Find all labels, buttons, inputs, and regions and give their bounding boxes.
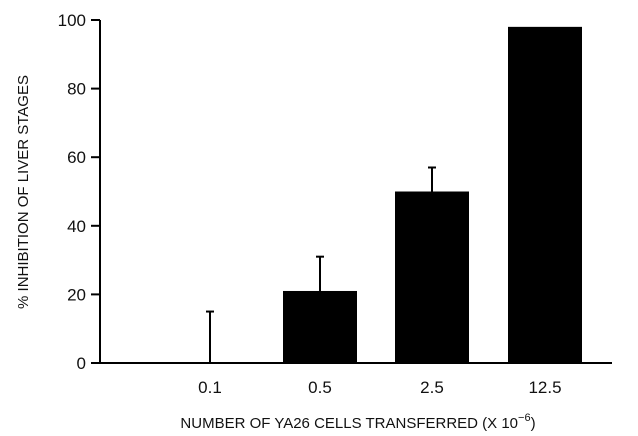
x-axis-title-close: ) [531,415,536,432]
bar-0.5 [283,290,357,363]
x-tick-label: 0.5 [308,378,332,397]
x-axis-title: NUMBER OF YA26 CELLS TRANSFERRED (X 10−6… [180,412,535,432]
error-bars [206,166,436,363]
bars [283,26,582,364]
y-tick-label: 60 [67,148,86,167]
x-tick-label: 2.5 [420,378,444,397]
y-tick-label: 0 [77,354,86,373]
bar-12.5 [508,26,582,364]
x-axis-title-exponent: −6 [518,412,531,424]
bar-2.5 [395,191,469,363]
x-tick-label: 0.1 [198,378,222,397]
x-axis-title-main: NUMBER OF YA26 CELLS TRANSFERRED (X 10 [180,415,518,432]
y-tick-label: 20 [67,285,86,304]
y-tick-label: 80 [67,80,86,99]
x-tick-label: 12.5 [528,378,561,397]
x-axis: 0.1 0.5 2.5 12.5 [100,362,612,397]
y-tick-label: 40 [67,217,86,236]
y-axis: 0 20 40 60 80 100 [58,11,101,373]
y-axis-title: % INHIBITION OF LIVER STAGES [15,75,32,309]
y-tick-label: 100 [58,11,86,30]
